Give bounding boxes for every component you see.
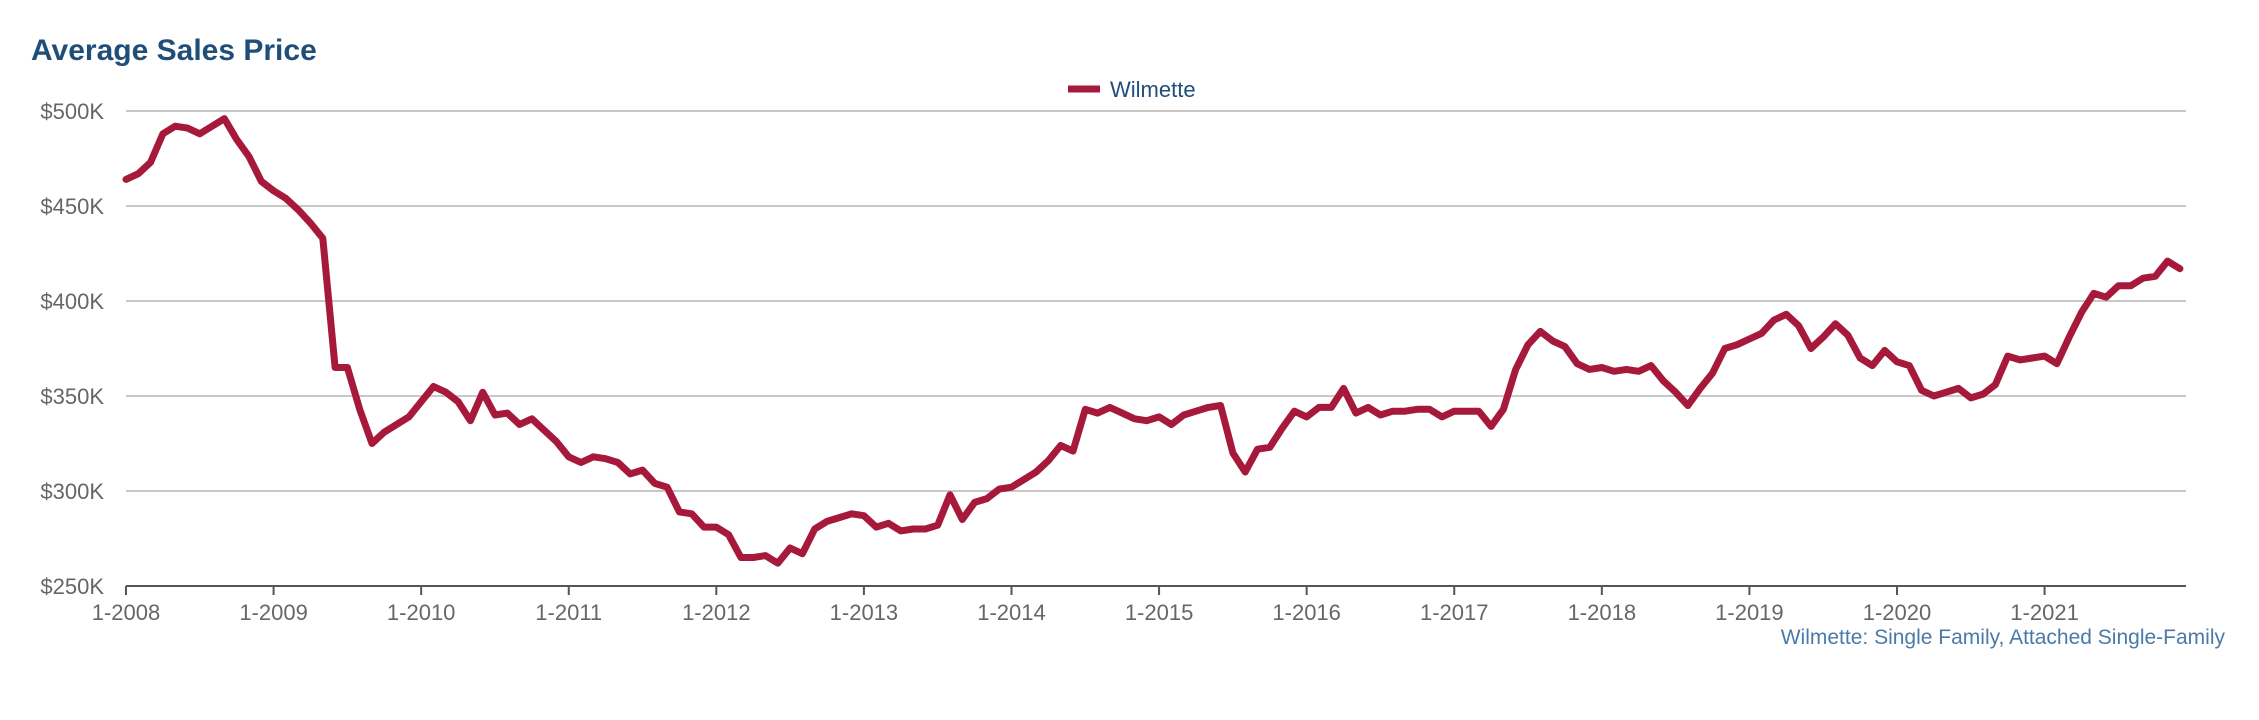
x-tick-label: 1-2013 [830,600,899,625]
y-axis-ticks: $500K $450K $400K $350K $300K $250K [40,99,104,599]
x-tick-label: 1-2008 [92,600,161,625]
y-tick-label: $400K [40,289,104,314]
y-tick-label: $500K [40,99,104,124]
x-tick-label: 1-2012 [682,600,751,625]
chart-title: Average Sales Price [31,34,317,67]
x-axis-ticks: 1-2008 1-2009 1-2010 1-2011 1-2012 1-2013 1-20… [92,586,2079,625]
legend-label: Wilmette [1110,77,1196,102]
series-line-wilmette[interactable] [122,115,2184,567]
x-tick-label: 1-2009 [239,600,308,625]
gridlines [126,110,2186,492]
x-tick-label: 1-2018 [1568,600,1637,625]
x-tick-label: 1-2010 [387,600,456,625]
chart-footnote: Wilmette: Single Family, Attached Single… [1780,626,2225,649]
x-tick-label: 1-2021 [2010,600,2079,625]
x-tick-label: 1-2014 [977,600,1046,625]
y-tick-label: $300K [40,479,104,504]
x-tick-label: 1-2017 [1420,600,1489,625]
y-tick-label: $250K [40,574,104,599]
legend[interactable]: Wilmette [1068,77,1196,102]
series-group [122,115,2184,567]
y-tick-label: $450K [40,194,104,219]
x-tick-label: 1-2015 [1125,600,1194,625]
x-tick-label: 1-2011 [535,600,602,625]
y-tick-label: $350K [40,384,104,409]
x-tick-label: 1-2020 [1863,600,1932,625]
x-tick-label: 1-2016 [1272,600,1341,625]
x-tick-label: 1-2019 [1715,600,1784,625]
